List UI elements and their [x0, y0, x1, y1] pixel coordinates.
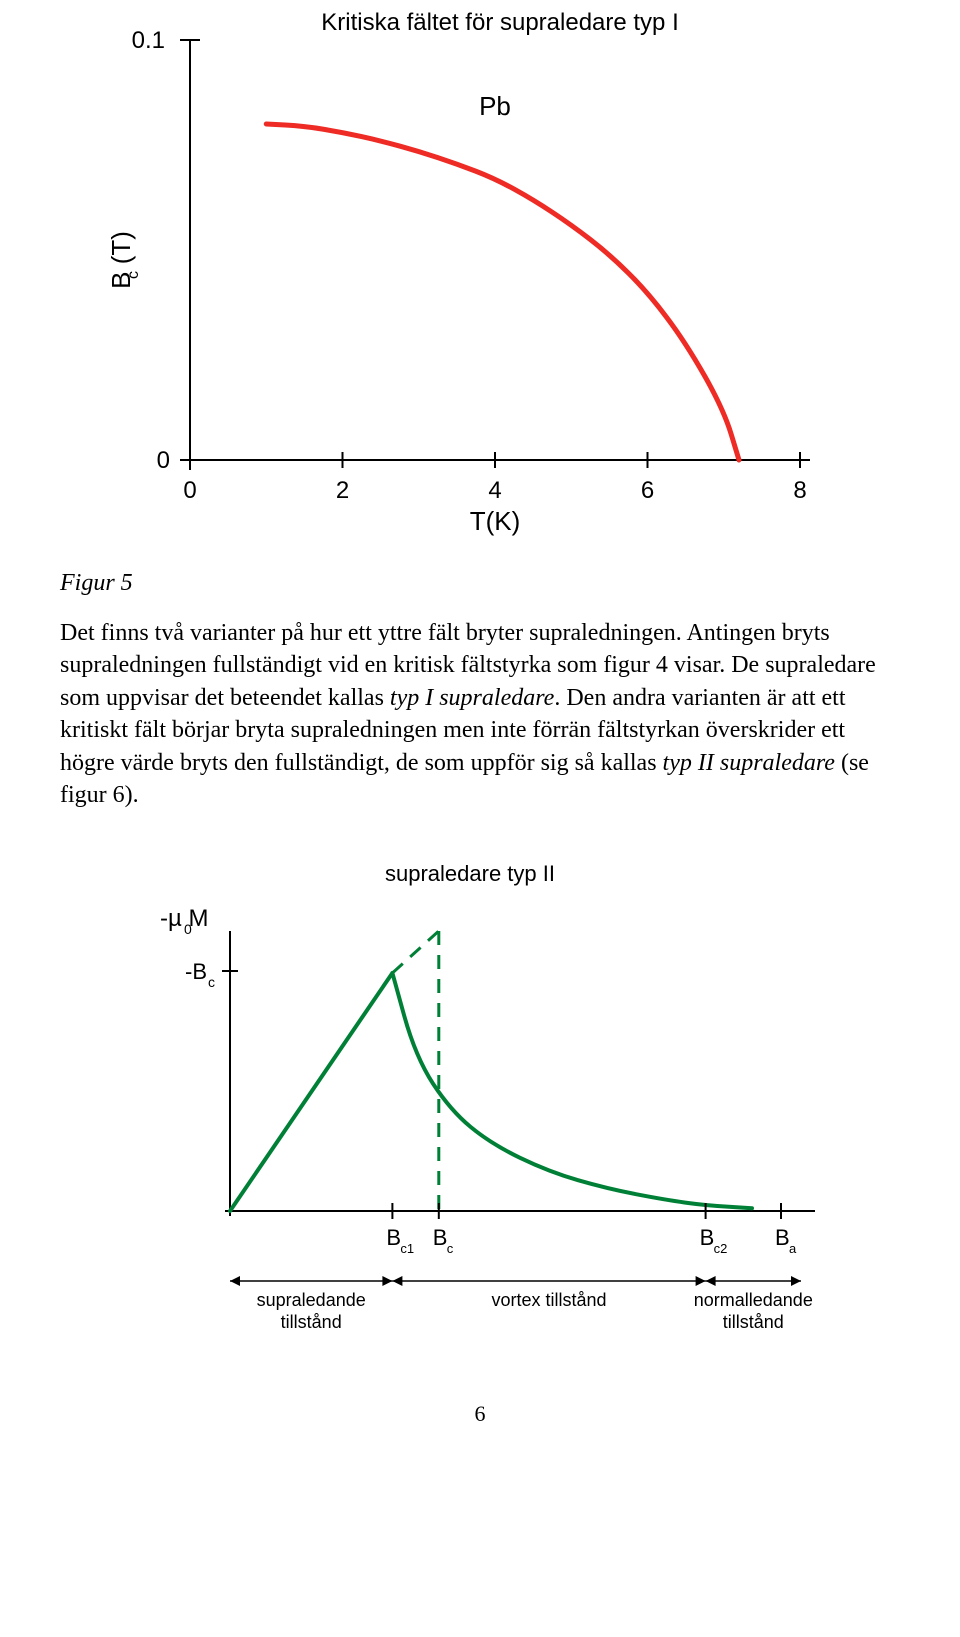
svg-text:0: 0	[183, 477, 196, 504]
svg-text:supraledande: supraledande	[257, 1290, 366, 1310]
chart1-y-label-group: B (T) c	[106, 231, 142, 289]
body-paragraph: Det finns två varianter på hur ett yttre…	[60, 617, 900, 811]
chart1-title: Kritiska fältet för supraledare typ I	[321, 9, 679, 36]
svg-text:tillstånd: tillstånd	[723, 1312, 784, 1332]
chart1-y-label-sub: c	[125, 271, 142, 279]
svg-text:B: B	[775, 1225, 790, 1250]
chart2-ytick-label-sub: c	[208, 974, 215, 990]
figure-5-label: Figur 5	[60, 570, 900, 597]
chart2-rise-line	[230, 973, 392, 1211]
chart2-ytick-label: -B	[185, 959, 207, 984]
svg-text:B: B	[386, 1225, 401, 1250]
chart2-y-label-sub: 0	[184, 921, 192, 937]
svg-text:c2: c2	[714, 1241, 728, 1256]
svg-text:4: 4	[488, 477, 501, 504]
svg-text:c: c	[447, 1241, 454, 1256]
chart1-series-label: Pb	[479, 91, 511, 121]
svg-text:6: 6	[641, 477, 654, 504]
svg-text:c1: c1	[400, 1241, 414, 1256]
page-number: 6	[60, 1401, 900, 1427]
svg-text:vortex tillstånd: vortex tillstånd	[491, 1290, 606, 1310]
svg-text:normalledande: normalledande	[694, 1290, 813, 1310]
svg-text:B: B	[433, 1225, 448, 1250]
chart1-ytick-label-top: 0.1	[132, 27, 165, 54]
chart1-x-label: T(K)	[470, 506, 521, 536]
chart-critical-field-type-i: 0.1 0 0 2 4 6 8 Kritiska fältet för supr…	[100, 0, 860, 540]
svg-text:8: 8	[793, 477, 806, 504]
chart2-tail-curve	[392, 973, 752, 1208]
chart1-curve	[266, 124, 739, 460]
para-italic-2: typ II supraledare	[663, 750, 835, 776]
chart2-region-labels: supraledandetillståndvortex tillståndnor…	[230, 1276, 813, 1332]
para-italic-1: typ I supraledare	[390, 685, 554, 711]
svg-text:a: a	[789, 1241, 797, 1256]
chart-type-ii-superconductor: supraledare typ II -µ M 0 -B c Bc1BcBc2B…	[90, 841, 870, 1361]
svg-text:tillstånd: tillstånd	[281, 1312, 342, 1332]
chart1-y-label: B (T)	[106, 231, 136, 289]
svg-text:2: 2	[336, 477, 349, 504]
chart2-dashed-line	[392, 931, 438, 973]
chart1-ytick-label-0: 0	[157, 447, 170, 474]
chart2-title: supraledare typ II	[385, 861, 555, 886]
svg-text:B: B	[700, 1225, 715, 1250]
